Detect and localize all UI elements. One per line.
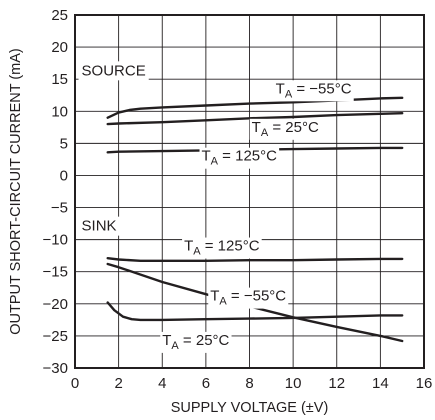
- x-tick-label: 2: [114, 375, 122, 392]
- curve-label-value: = 25°C: [179, 332, 230, 349]
- curve-label-subscript: A: [285, 88, 293, 100]
- curve-label-source-0: TA = −55°C: [276, 80, 352, 100]
- x-tick-label: 14: [372, 375, 389, 392]
- x-tick-label: 4: [158, 375, 166, 392]
- curve-label-sink-5: TA = 25°C: [162, 332, 229, 352]
- curve-label-background: [199, 147, 280, 169]
- x-tick-label: 16: [416, 375, 433, 392]
- sink-group-label: SINK: [82, 218, 117, 235]
- curve-label-value: = −55°C: [227, 288, 287, 305]
- source-label-background: [78, 61, 149, 81]
- curve-label-value: = 125°C: [218, 148, 277, 165]
- x-tick-label: 6: [202, 375, 210, 392]
- y-tick-label: −5: [51, 200, 68, 217]
- x-tick-label: 12: [328, 375, 345, 392]
- curve-label-sink-4: TA = −55°C: [210, 288, 286, 308]
- y-tick-label: −15: [43, 264, 68, 281]
- curve-label-symbol: T: [252, 119, 261, 136]
- y-tick-label: −10: [43, 232, 68, 249]
- curve-label-symbol: T: [184, 238, 193, 255]
- curve-label-source-1: TA = 25°C: [252, 119, 319, 139]
- y-tick-label: 20: [51, 39, 68, 56]
- curve-label-symbol: T: [276, 80, 285, 97]
- group-labels: SOURCE SINK: [78, 61, 149, 236]
- x-tick-labels: 0 2 4 6 8 10 12 14 16: [71, 375, 433, 392]
- curve-label-subscript: A: [261, 127, 269, 139]
- curve-label-subscript: A: [219, 296, 227, 308]
- y-tick-label: 10: [51, 103, 68, 120]
- curve-label-symbol: T: [202, 148, 211, 165]
- y-tick-label: 5: [60, 135, 68, 152]
- curve-label-source-2: TA = 125°C: [202, 148, 278, 168]
- series-line-sink-3: [106, 257, 404, 262]
- series-line-sink-5: [106, 301, 404, 322]
- y-tick-label: 25: [51, 7, 68, 24]
- curve-label-symbol: T: [210, 288, 219, 305]
- curve-label-background: [249, 118, 321, 140]
- x-tick-label: 10: [285, 375, 302, 392]
- y-tick-labels: 25 20 15 10 5 0 −5 −10 −15 −20 −25 −30: [43, 7, 68, 377]
- plot-frame: [74, 14, 425, 369]
- curve-label-symbol: T: [162, 332, 171, 349]
- curve-label-subscript: A: [171, 340, 179, 352]
- curve-label-sink-3: TA = 125°C: [184, 238, 260, 258]
- series-line-source-1: [106, 111, 404, 126]
- curve-label-value: = 125°C: [201, 238, 260, 255]
- curve-label-background: [208, 287, 289, 309]
- source-group-label: SOURCE: [82, 62, 146, 79]
- curve-label-background: [160, 331, 232, 353]
- y-tick-label: 15: [51, 71, 68, 88]
- x-tick-label: 0: [71, 375, 79, 392]
- y-tick-label: −25: [43, 328, 68, 345]
- curve-label-subscript: A: [193, 246, 201, 258]
- curve-label-subscript: A: [211, 156, 219, 168]
- curve-label-value: = 25°C: [268, 119, 319, 136]
- curve-annotations: TA = −55°CTA = 25°CTA = 125°CTA = 125°CT…: [160, 80, 354, 353]
- y-tick-label: −20: [43, 296, 68, 313]
- curve-label-background: [182, 237, 262, 259]
- y-axis-title: OUTPUT SHORT-CIRCUIT CURRENT (mA): [8, 48, 24, 335]
- y-tick-label: 0: [60, 167, 68, 184]
- sink-label-background: [78, 216, 120, 236]
- curve-label-background: [273, 80, 354, 102]
- curve-label-value: = −55°C: [292, 80, 352, 97]
- y-tick-label: −30: [43, 360, 68, 377]
- x-tick-label: 8: [245, 375, 253, 392]
- x-axis-title: SUPPLY VOLTAGE (±V): [171, 400, 329, 416]
